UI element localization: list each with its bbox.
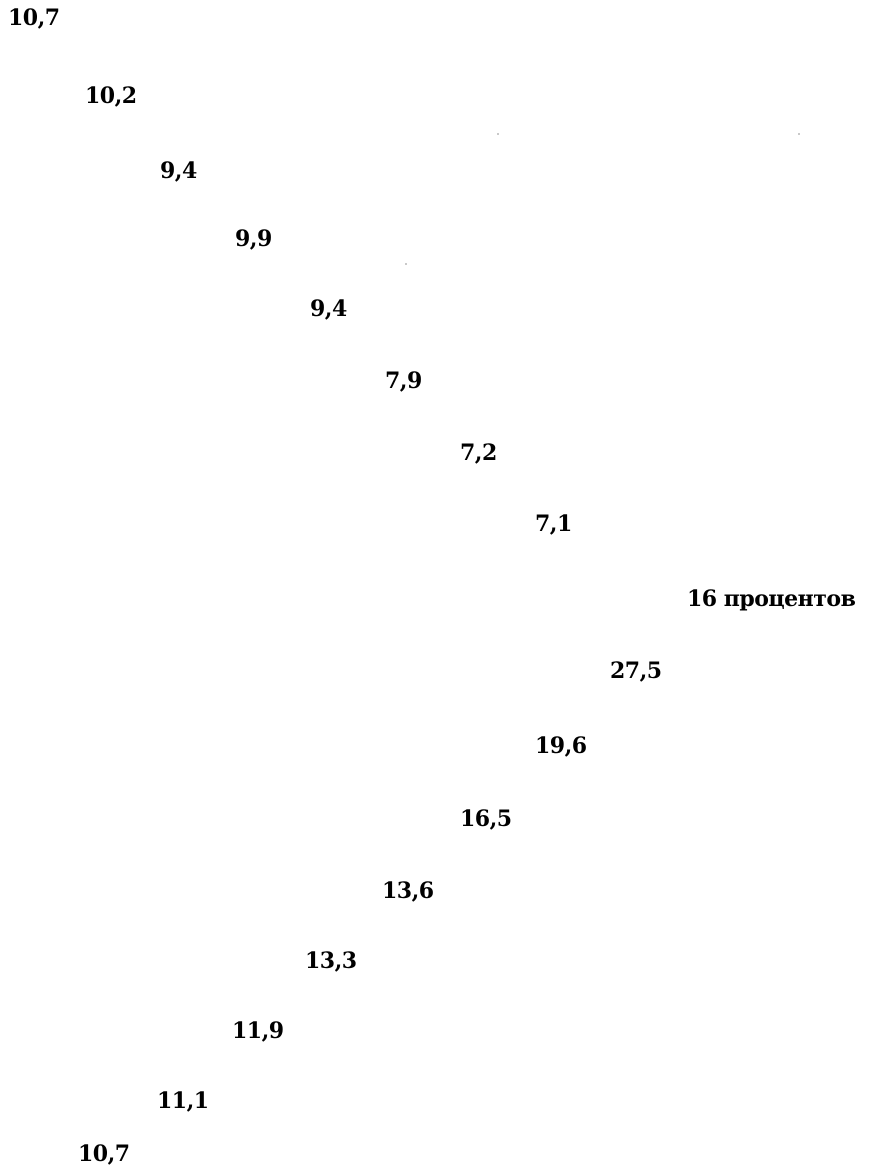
value-9: 16 процентов	[687, 586, 856, 612]
value-7: 7,2	[460, 440, 497, 466]
value-15: 11,9	[232, 1018, 284, 1044]
value-11: 19,6	[535, 733, 587, 759]
value-17: 10,7	[78, 1141, 130, 1167]
scan-speck	[798, 133, 800, 135]
value-4: 9,9	[235, 226, 272, 252]
value-8: 7,1	[535, 511, 572, 537]
value-1: 10,7	[8, 5, 60, 31]
scan-speck	[497, 133, 499, 135]
value-14: 13,3	[305, 948, 357, 974]
value-10: 27,5	[610, 658, 662, 684]
scan-speck	[405, 263, 407, 265]
value-16: 11,1	[157, 1088, 209, 1114]
value-13: 13,6	[382, 878, 434, 904]
value-12: 16,5	[460, 806, 512, 832]
value-5: 9,4	[310, 296, 347, 322]
value-3: 9,4	[160, 158, 197, 184]
value-2: 10,2	[85, 83, 137, 109]
value-6: 7,9	[385, 368, 422, 394]
